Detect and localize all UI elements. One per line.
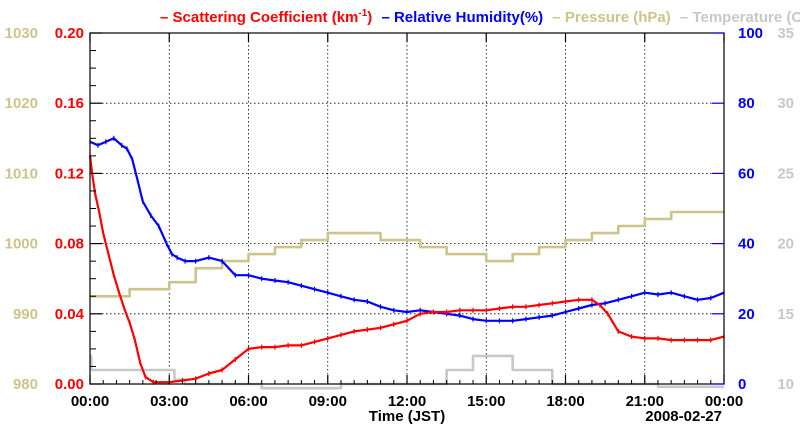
x-tick-label: 00:00 <box>71 393 109 410</box>
y-humidity-tick-label: 40 <box>738 236 755 253</box>
x-tick-label: 00:00 <box>705 393 743 410</box>
y-scattering-tick-label: 0.20 <box>55 25 84 42</box>
x-tick-label: 15:00 <box>467 393 505 410</box>
x-tick-label: 03:00 <box>150 393 188 410</box>
legend-pressure: – Pressure (hPa) <box>552 9 670 26</box>
y-pressure-tick-label: 1000 <box>5 236 38 253</box>
y-scattering-tick-label: 0.04 <box>55 306 85 323</box>
y-humidity-tick-label: 0 <box>738 376 746 393</box>
y-humidity-tick-label: 20 <box>738 306 755 323</box>
y-scattering-tick-label: 0.12 <box>55 165 84 182</box>
y-humidity-tick-label: 100 <box>738 25 763 42</box>
y-humidity-tick-label: 80 <box>738 95 755 112</box>
y-scattering-tick-label: 0.08 <box>55 236 84 253</box>
x-tick-label: 12:00 <box>388 393 426 410</box>
date-label: 2008-02-27 <box>645 408 722 425</box>
x-tick-label: 21:00 <box>626 393 664 410</box>
legend-superscript: -1 <box>358 8 367 19</box>
y-humidity-tick-label: 60 <box>738 165 755 182</box>
y-scattering-tick-label: 0.00 <box>55 376 84 393</box>
y-temperature-tick-label: 20 <box>777 236 794 253</box>
y-scattering-tick-label: 0.16 <box>55 95 84 112</box>
series-pressure-line <box>90 210 724 298</box>
y-temperature-tick-label: 10 <box>777 376 794 393</box>
y-temperature-tick-label: 30 <box>777 95 794 112</box>
y-pressure-tick-label: 980 <box>13 376 38 393</box>
y-pressure-tick-label: 1020 <box>5 95 38 112</box>
legend-humidity: – Relative Humidity(%) <box>381 9 543 26</box>
y-temperature-tick-label: 25 <box>777 165 794 182</box>
series-scattering-line <box>88 155 725 384</box>
chart-legend-title: – Scattering Coefficient (km-1) – Relati… <box>160 8 800 26</box>
grid-lines <box>90 33 724 384</box>
legend-title-text: – Scattering Coefficient (km-1) – Relati… <box>160 8 800 26</box>
y-temperature-tick-label: 15 <box>777 306 794 323</box>
y-temperature-tick-label: 35 <box>777 25 794 42</box>
y-pressure-tick-label: 1010 <box>5 165 38 182</box>
y-pressure-tick-label: 1030 <box>5 25 38 42</box>
series-humidity-line <box>89 137 725 322</box>
x-tick-label: 09:00 <box>309 393 347 410</box>
legend-temperature: – Temperature (C) <box>680 9 800 26</box>
x-tick-label: 06:00 <box>229 393 267 410</box>
y-pressure-tick-label: 990 <box>13 306 38 323</box>
axes-layer: 00:00 03:00 06:00 09:00 12:00 15:00 18:00 21:00… <box>5 25 794 410</box>
x-tick-label: 18:00 <box>546 393 584 410</box>
x-axis-label: Time (JST) <box>369 408 445 425</box>
legend-scattering: – Scattering Coefficient (km-1) <box>160 8 372 26</box>
